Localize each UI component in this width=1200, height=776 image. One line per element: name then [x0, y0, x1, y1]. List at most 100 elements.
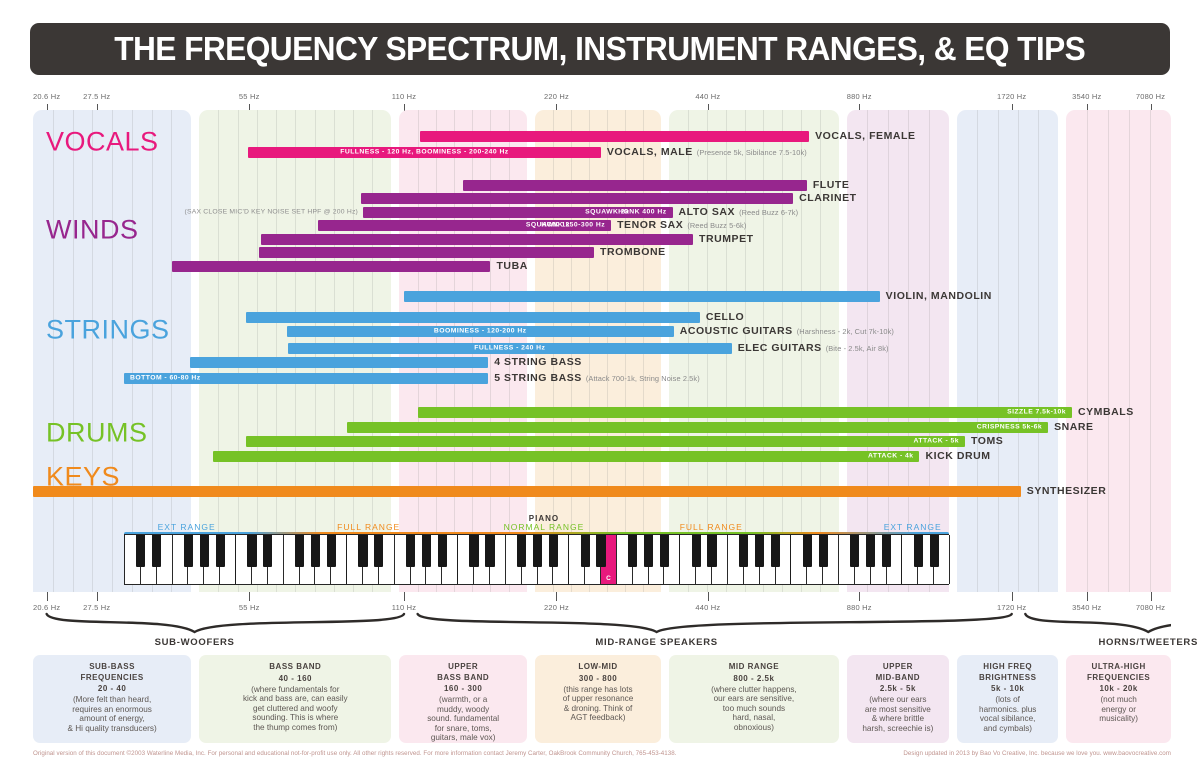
piano-keyboard[interactable]: C: [124, 534, 951, 585]
row-label: FLUTE: [813, 179, 850, 191]
band-ultra-high: [1066, 110, 1171, 592]
piano-black-key[interactable]: [548, 535, 558, 567]
bar-inline-label: HONK 250-300 Hz: [541, 221, 606, 229]
card-upper-bass-band: UPPER BASS BAND 160 - 300 (warmth, or a mu…: [399, 655, 527, 743]
piano-black-key[interactable]: [374, 535, 384, 567]
row-label-name: KICK DRUM: [925, 450, 991, 462]
piano-black-key[interactable]: [707, 535, 717, 567]
piano-black-key[interactable]: [406, 535, 416, 567]
piano-black-key[interactable]: [421, 535, 432, 567]
row-label: VOCALS, MALE (Presence 5k, Sibilance 7.5-…: [607, 146, 807, 158]
row-prenote: (SAX CLOSE MIC'D KEY NOISE SET HPF @ 200…: [184, 208, 359, 216]
brace-label-mid-range-speakers: MID-RANGE SPEAKERS: [595, 637, 718, 648]
piano-black-key[interactable]: [358, 535, 368, 567]
footer-right-text: Design updated in 2013 by Bao Vo Creativ…: [903, 750, 1171, 757]
spectrum-plot: VOCALS WINDS STRINGS DRUMS KEYS VOCALS, FEMAL…: [33, 110, 1171, 592]
axis-tick-label: 20.6 Hz: [33, 603, 61, 612]
range-legend-label: PIANO: [528, 514, 560, 523]
row-label: TOMS: [971, 435, 1003, 447]
card-title: HIGH FREQ BRIGHTNESS: [978, 662, 1037, 682]
piano-black-key[interactable]: [739, 535, 749, 567]
row-label: TRUMPET: [699, 233, 754, 245]
bar-inline-label: ATTACK - 5k: [913, 437, 959, 445]
axis-tick: [1150, 104, 1152, 113]
axis-tick: [403, 104, 405, 113]
piano-black-key[interactable]: [770, 535, 781, 567]
gridline: [977, 110, 979, 592]
row-label-name: CLARINET: [799, 192, 857, 204]
category-title-winds: WINDS: [46, 214, 139, 245]
axis-tick-label: 27.5 Hz: [83, 603, 111, 612]
brace-label-horns-tweeters: HORNS/TWEETERS: [1098, 637, 1198, 648]
piano-black-key[interactable]: [199, 535, 209, 567]
piano-black-key[interactable]: [802, 535, 812, 567]
range-bar-snare: CRISPNESS 5k-6k: [347, 421, 1049, 433]
piano-black-key[interactable]: [659, 535, 670, 567]
row-label-note: (Bite - 2.5k, Air 8k): [825, 344, 889, 353]
piano-black-key[interactable]: [850, 535, 860, 567]
card-body: (where fundamentals for kick and bass ar…: [242, 684, 348, 732]
piano-black-key[interactable]: [580, 535, 590, 567]
row-label: SYNTHESIZER: [1027, 485, 1107, 497]
range-bar-trombone: [259, 246, 595, 258]
card-sub-bass: SUB-BASS FREQUENCIES 20 - 40 (More felt th…: [33, 655, 192, 743]
axis-tick: [249, 592, 251, 601]
axis-tick-label: 880 Hz: [846, 603, 872, 612]
piano-black-key[interactable]: [136, 535, 146, 567]
card-bass-band: BASS BAND 40 - 160 (where fundamentals for…: [199, 655, 392, 743]
row-label-name: CELLO: [705, 311, 745, 323]
range-bar-violin-mandolin: [403, 290, 880, 302]
piano-black-key[interactable]: [263, 535, 273, 567]
piano-black-key[interactable]: [183, 535, 194, 567]
piano-black-key[interactable]: [247, 535, 257, 567]
axis-tick-label: 7080 Hz: [1135, 92, 1166, 101]
piano-black-key[interactable]: [485, 535, 495, 567]
piano-black-key[interactable]: [755, 535, 765, 567]
range-bar-vocals-male: FULLNESS - 120 Hz, BOOMINESS - 200-240 H…: [248, 146, 601, 158]
card-high-freq-brightness: HIGH FREQ BRIGHTNESS 5k - 10k (lots of har…: [957, 655, 1059, 743]
range-legend-label: FULL RANGE: [679, 522, 743, 532]
range-bar-synthesizer: [33, 485, 1021, 497]
piano-black-key[interactable]: [152, 535, 162, 567]
piano-black-key[interactable]: [929, 535, 939, 567]
gridline: [887, 110, 889, 592]
axis-tick-label: 880 Hz: [846, 92, 872, 101]
range-bar-tuba: [171, 260, 491, 272]
gridline: [92, 110, 94, 592]
axis-tick: [96, 104, 98, 113]
row-label-name: TOMS: [971, 435, 1004, 447]
card-title: UPPER MID-BAND: [875, 662, 921, 682]
piano-black-key[interactable]: [691, 535, 701, 567]
axis-top: 20.6 Hz 27.5 Hz 55 Hz 110 Hz 220 Hz 440 Hz 880…: [33, 92, 1171, 114]
piano-black-key[interactable]: [517, 535, 527, 567]
range-legend-label: NORMAL RANGE: [503, 522, 585, 532]
piano-black-key[interactable]: [628, 535, 638, 567]
axis-tick-label: 440 Hz: [695, 92, 721, 101]
piano-black-key[interactable]: [294, 535, 305, 567]
row-label-name: SNARE: [1054, 421, 1094, 433]
piano-black-key[interactable]: [818, 535, 828, 567]
axis-tick-label: 440 Hz: [695, 603, 721, 612]
piano-black-key[interactable]: [866, 535, 876, 567]
row-label: TENOR SAX (Reed Buzz 5-6k): [617, 219, 746, 231]
row-label-name: TROMBONE: [600, 246, 666, 258]
piano-black-key[interactable]: [644, 535, 654, 567]
piano-black-key[interactable]: [532, 535, 543, 567]
range-bar-4-string-bass: [190, 356, 489, 368]
piano-black-key[interactable]: [596, 535, 606, 567]
range-legend-label: EXT RANGE: [883, 522, 942, 532]
piano-black-key[interactable]: [310, 535, 320, 567]
gridline: [782, 110, 784, 592]
piano-black-key[interactable]: [882, 535, 892, 567]
card-range: 160 - 300: [443, 684, 483, 693]
piano-black-key[interactable]: [326, 535, 336, 567]
axis-tick: [707, 104, 709, 113]
card-range: 300 - 800: [578, 673, 618, 683]
category-title-strings: STRINGS: [46, 314, 170, 345]
piano-black-key[interactable]: [913, 535, 923, 567]
piano-black-key[interactable]: [215, 535, 225, 567]
row-label: 5 STRING BASS (Attack 700-1k, String Nois…: [494, 372, 700, 384]
piano-black-key[interactable]: [469, 535, 479, 567]
piano-black-key[interactable]: [437, 535, 447, 567]
page-title: THE FREQUENCY SPECTRUM, INSTRUMENT RANGE…: [114, 30, 1086, 67]
